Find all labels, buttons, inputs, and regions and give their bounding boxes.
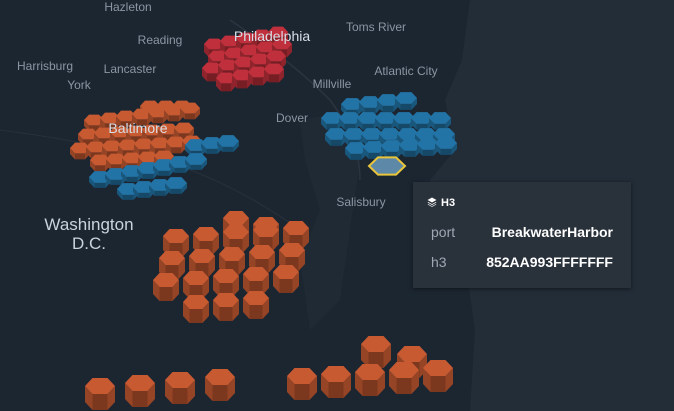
place-label: Millville xyxy=(312,77,352,91)
place-label: Philadelphia xyxy=(233,28,311,44)
place-label: Reading xyxy=(137,33,183,47)
tooltip-key-h3: h3 xyxy=(431,254,447,270)
hover-tooltip: H3 port BreakwaterHarbor h3 852AA993FFFF… xyxy=(413,182,631,288)
hex-cluster-blue-west[interactable] xyxy=(89,135,239,200)
place-label: Dover xyxy=(275,111,309,125)
place-label: York xyxy=(67,78,91,92)
place-label: Atlantic City xyxy=(374,64,438,78)
tooltip-value-h3: 852AA993FFFFFFF xyxy=(486,254,613,270)
hex-cluster-blue-east[interactable] xyxy=(321,92,457,160)
tooltip-value-port: BreakwaterHarbor xyxy=(491,224,613,240)
tooltip-header: H3 xyxy=(427,197,455,209)
tooltip-row-h3: h3 852AA993FFFFFFF xyxy=(431,254,613,274)
place-label: Lancaster xyxy=(103,62,157,76)
hovered-hex[interactable] xyxy=(367,156,407,176)
hex-cluster-orange-north[interactable] xyxy=(70,100,202,172)
hex-cluster-orange-south[interactable] xyxy=(153,211,309,323)
place-label: Baltimore xyxy=(108,120,168,136)
place-label: Toms River xyxy=(345,20,407,34)
place-label: Salisbury xyxy=(336,195,386,209)
place-label: Harrisburg xyxy=(16,59,74,73)
tooltip-layer-name: H3 xyxy=(441,197,456,209)
hex-cluster-orange-bottom[interactable] xyxy=(85,335,453,411)
place-label: Hazleton xyxy=(104,0,152,14)
tooltip-key-port: port xyxy=(431,224,456,240)
tooltip-row-port: port BreakwaterHarbor xyxy=(431,224,613,244)
place-label: Washington D.C. xyxy=(44,215,134,253)
hex-cluster-red[interactable] xyxy=(202,26,292,92)
